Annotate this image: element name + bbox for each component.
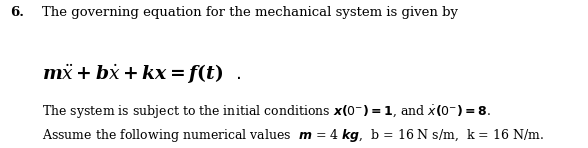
Text: The governing equation for the mechanical system is given by: The governing equation for the mechanica… (42, 6, 458, 19)
Text: Assume the following numerical values  $\boldsymbol{m}$ = 4 $\boldsymbol{kg}$,  : Assume the following numerical values $\… (42, 127, 544, 144)
Text: $\boldsymbol{m\ddot{x} + b\dot{x} + kx = f(t)}$  .: $\boldsymbol{m\ddot{x} + b\dot{x} + kx =… (42, 62, 241, 85)
Text: The system is subject to the initial conditions $\boldsymbol{x(0^{-}) = 1}$, and: The system is subject to the initial con… (42, 104, 492, 121)
Text: 6.: 6. (11, 6, 25, 19)
